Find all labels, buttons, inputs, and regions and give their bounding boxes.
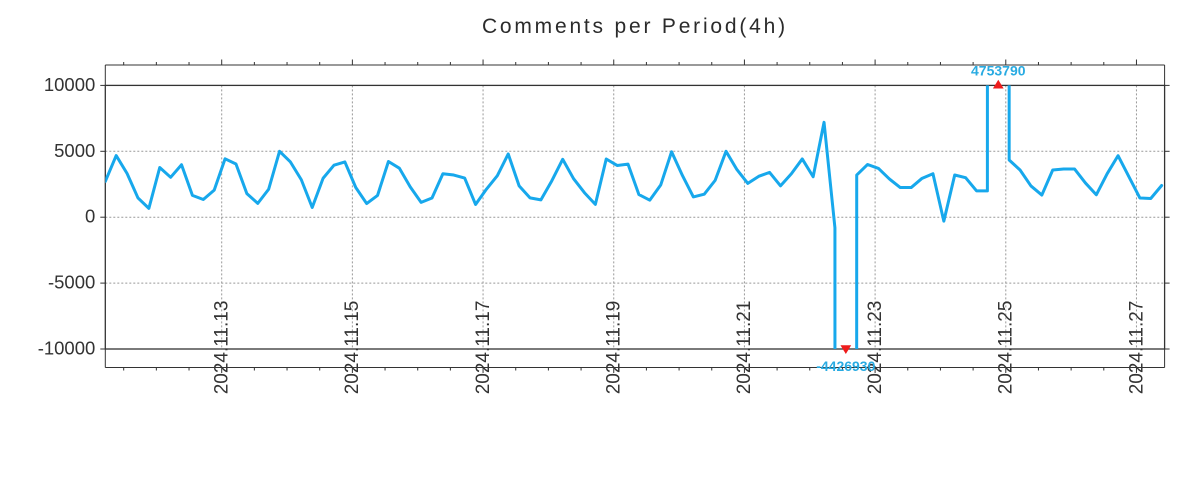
svg-text:2024.11.13: 2024.11.13 [212,301,233,395]
svg-text:2024.11.25: 2024.11.25 [996,301,1017,395]
svg-text:0: 0 [85,206,95,227]
svg-text:2024.11.21: 2024.11.21 [734,301,755,395]
svg-text:2024.11.19: 2024.11.19 [604,301,625,395]
svg-text:2024.11.27: 2024.11.27 [1126,301,1147,395]
svg-text:4753790: 4753790 [971,62,1026,78]
svg-text:10000: 10000 [44,74,95,95]
svg-text:5000: 5000 [54,140,95,161]
svg-text:-10000: -10000 [38,338,96,359]
svg-text:-5000: -5000 [48,272,95,293]
svg-text:-4426930: -4426930 [816,358,875,374]
svg-text:2024.11.15: 2024.11.15 [342,301,363,395]
svg-text:2024.11.23: 2024.11.23 [865,301,886,395]
svg-text:2024.11.17: 2024.11.17 [473,301,494,395]
